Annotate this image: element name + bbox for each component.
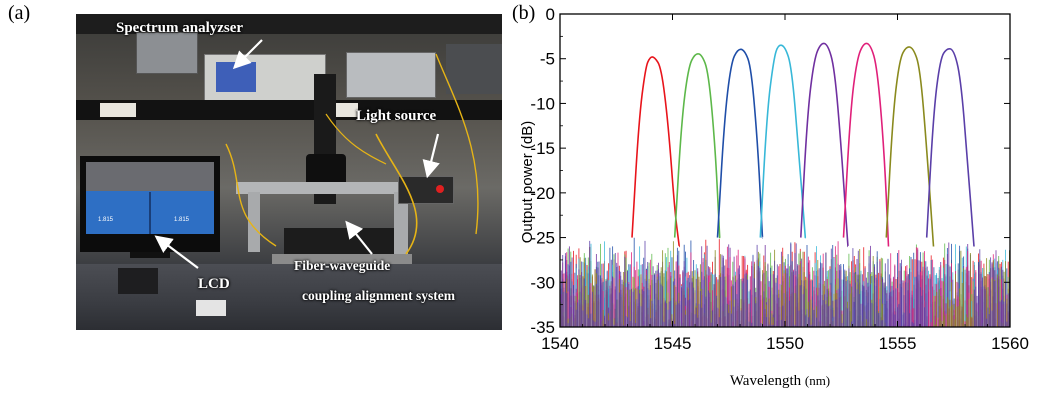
label-fiber-waveguide: Fiber-waveguide bbox=[294, 258, 391, 273]
shelf-instrument-far-right bbox=[446, 44, 502, 94]
series-line-3 bbox=[716, 48, 764, 239]
shelf-instrument-right bbox=[346, 52, 436, 98]
y-tick-label-1: 0 bbox=[546, 5, 555, 24]
x-tick-label-3: 1550 bbox=[766, 334, 804, 353]
label-spectrum-analyzer: Spectrum analyzser bbox=[116, 20, 244, 36]
plot-area: 1540 1545 1550 1555 1560 0 -5 -10 -15 -20 -25 -30 -3… bbox=[530, 5, 1028, 353]
table-white-box bbox=[196, 300, 226, 316]
y-tick-label-6: -25 bbox=[530, 229, 555, 248]
y-tick-label-5: -20 bbox=[530, 184, 555, 203]
y-tick-label-3: -10 bbox=[530, 94, 555, 113]
x-axis-label: Wavelength (nm) bbox=[730, 373, 830, 389]
series-line-8 bbox=[925, 47, 975, 247]
alignment-stage bbox=[284, 228, 394, 258]
power-strip-right bbox=[334, 103, 358, 117]
gantry-top-beam bbox=[236, 182, 416, 194]
x-axis-label-unit: (nm) bbox=[805, 373, 830, 388]
panel-label-a: (a) bbox=[8, 2, 31, 24]
series-line-1 bbox=[631, 56, 681, 248]
series-line-2 bbox=[673, 52, 721, 239]
lcd-monitor-stand bbox=[130, 252, 170, 258]
series-line-5 bbox=[800, 42, 849, 248]
alignment-stage-plate bbox=[272, 254, 412, 264]
y-tick-label-2: -5 bbox=[540, 50, 555, 69]
fiber-cables bbox=[225, 53, 479, 255]
x-tick-label-5: 1560 bbox=[991, 334, 1029, 353]
table-device-left bbox=[118, 268, 158, 294]
gantry-right-post bbox=[394, 192, 408, 262]
label-light-source: Light source bbox=[356, 108, 437, 124]
shelf-board bbox=[76, 100, 502, 120]
x-axis-label-text: Wavelength bbox=[730, 373, 802, 389]
power-strip-left bbox=[100, 103, 136, 117]
upper-shelf bbox=[76, 14, 502, 34]
y-tick-label-7: -30 bbox=[530, 273, 555, 292]
x-tick-label-2: 1545 bbox=[654, 334, 692, 353]
x-tick-label-1: 1540 bbox=[541, 334, 579, 353]
y-tick-label-8: -35 bbox=[530, 318, 555, 337]
lcd-screen-divider bbox=[149, 192, 151, 234]
label-coupling-alignment: coupling alignment system bbox=[302, 288, 456, 303]
series-line-6 bbox=[842, 42, 890, 248]
lab-setup-photo: 1.815 1.815 Spectrum analyzser Light sou… bbox=[76, 14, 502, 330]
y-tick-label-4: -15 bbox=[530, 139, 555, 158]
shelf-instrument-left bbox=[136, 32, 198, 74]
spectrum-chart: 1540 1545 1550 1555 1560 0 -5 -10 -15 -20 -25 -30 -3… bbox=[519, 5, 1029, 389]
label-lcd: LCD bbox=[198, 276, 230, 292]
series-line-7 bbox=[885, 46, 935, 247]
series-line-4 bbox=[759, 44, 807, 239]
lcd-readout-left: 1.815 bbox=[98, 217, 114, 223]
y-axis-label: Output power (dB) bbox=[519, 121, 536, 244]
lcd-readout-right: 1.815 bbox=[174, 217, 190, 223]
x-tick-label-4: 1555 bbox=[879, 334, 917, 353]
light-source-indicator bbox=[436, 185, 444, 193]
annotation-arrows bbox=[154, 39, 440, 269]
panel-label-b: (b) bbox=[512, 2, 536, 24]
gantry-left-post bbox=[248, 192, 260, 252]
